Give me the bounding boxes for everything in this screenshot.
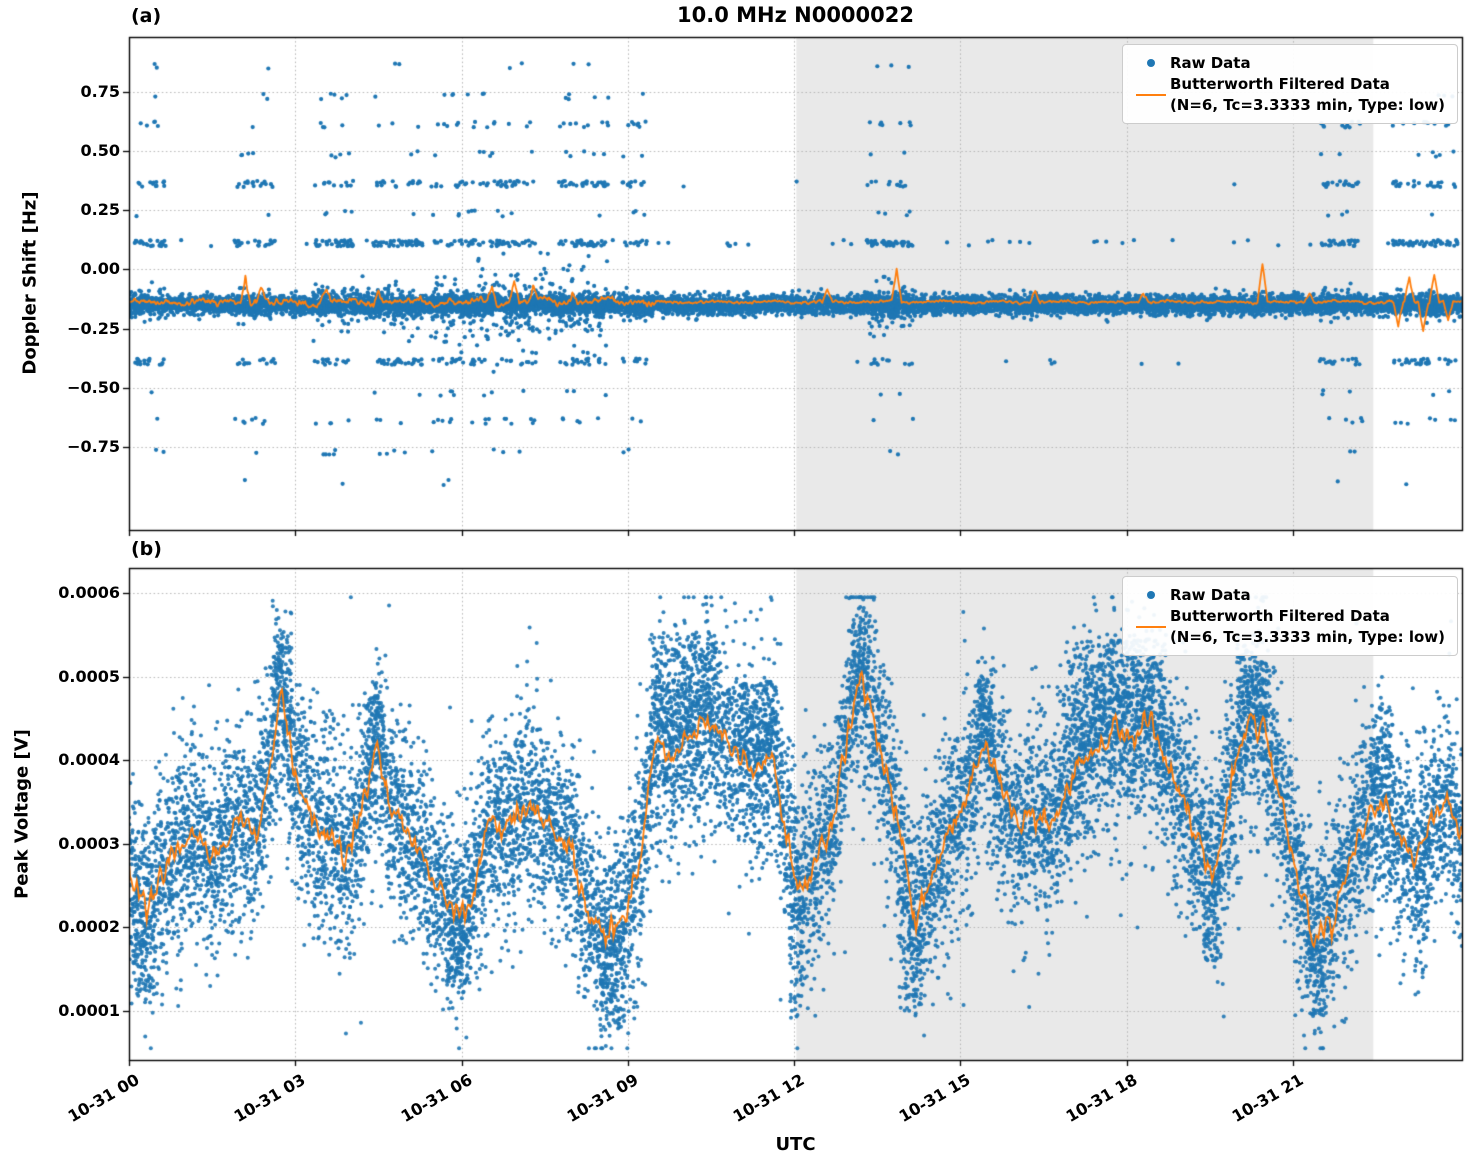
legend-filtered-row: Butterworth Filtered Data (N=6, Tc=3.333…: [1132, 74, 1445, 115]
raw-data-dot-icon: [1132, 591, 1170, 600]
legend-filtered-label: Butterworth Filtered Data: [1169, 607, 1390, 626]
legend-panel-b: Raw Data Butterworth Filtered Data (N=6,…: [1121, 576, 1458, 656]
legend-raw-label: Raw Data: [1169, 54, 1251, 72]
legend-raw-label: Raw Data: [1169, 586, 1251, 604]
legend-filtered-row: Butterworth Filtered Data (N=6, Tc=3.333…: [1132, 606, 1445, 647]
panel-a-label: (a): [131, 5, 162, 27]
filtered-line-icon: [1132, 93, 1170, 96]
raw-data-dot-icon: [1132, 59, 1170, 68]
legend-panel-a: Raw Data Butterworth Filtered Data (N=6,…: [1121, 44, 1458, 124]
ytick-label-a: 0.25: [80, 200, 120, 220]
ytick-label-b: 0.0005: [58, 666, 120, 686]
xlabel-utc: UTC: [775, 1134, 816, 1155]
legend-filtered-label: Butterworth Filtered Data: [1169, 75, 1390, 94]
legend-raw-row: Raw Data: [1132, 53, 1445, 73]
ytick-label-a: 0.50: [80, 140, 120, 160]
ytick-label-b: 0.0002: [58, 917, 120, 937]
ytick-label-a: −0.50: [67, 377, 120, 397]
legend-filtered-sublabel: (N=6, Tc=3.3333 min, Type: low): [1169, 627, 1445, 646]
ytick-label-a: −0.75: [67, 437, 120, 457]
figure-title: 10.0 MHz N0000022: [677, 3, 914, 27]
ytick-label-a: 0.00: [80, 259, 120, 279]
legend-raw-row: Raw Data: [1132, 585, 1445, 605]
ytick-label-b: 0.0006: [58, 583, 120, 603]
legend-filtered-sublabel: (N=6, Tc=3.3333 min, Type: low): [1169, 95, 1445, 114]
filtered-line-icon: [1132, 625, 1170, 628]
ytick-label-a: −0.25: [67, 318, 120, 338]
panel-b-label: (b): [131, 538, 162, 560]
ytick-label-b: 0.0001: [58, 1000, 120, 1020]
ytick-label-b: 0.0004: [58, 750, 120, 770]
ytick-label-b: 0.0003: [58, 833, 120, 853]
ytick-label-a: 0.75: [80, 81, 120, 101]
